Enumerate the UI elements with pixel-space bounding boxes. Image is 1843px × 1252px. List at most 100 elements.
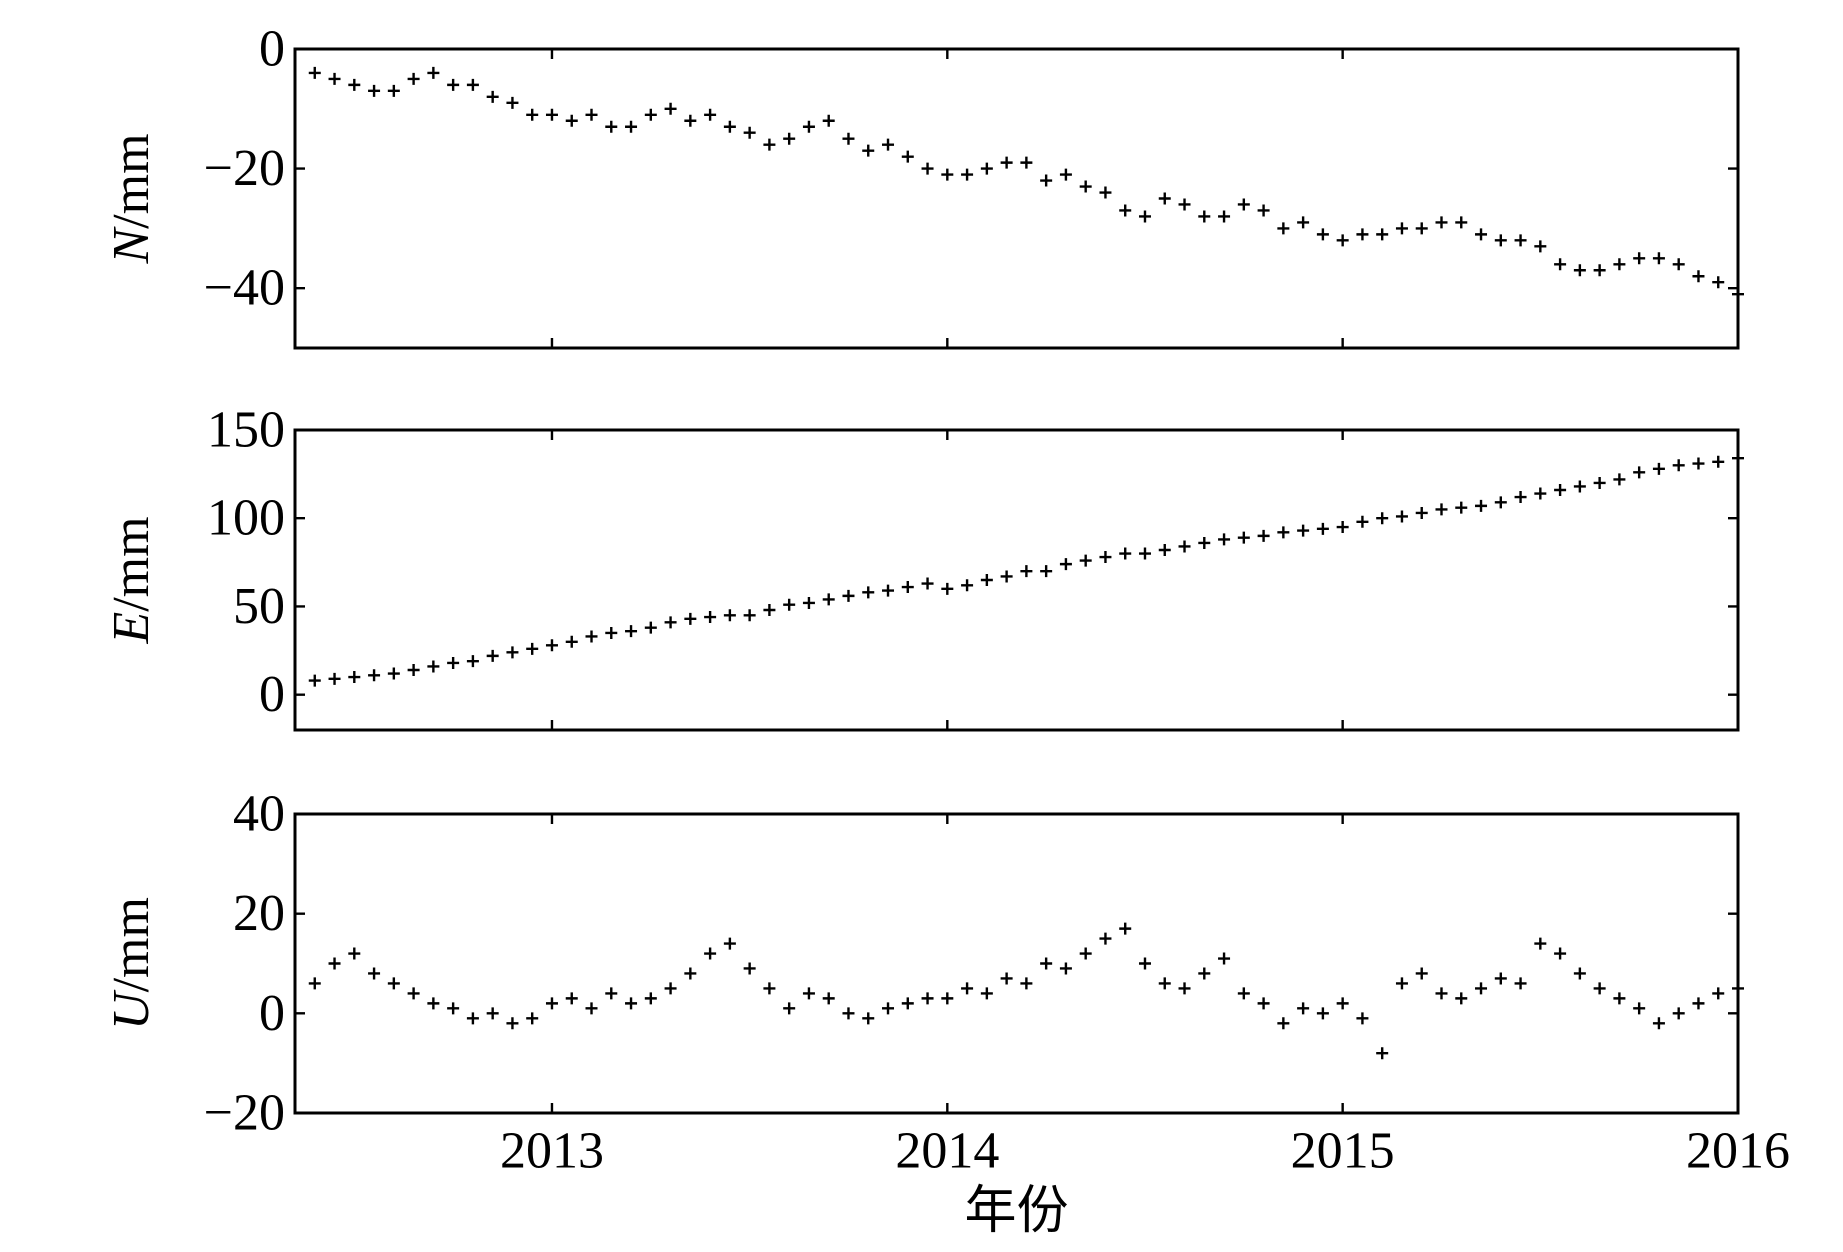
data-point [1475,982,1488,995]
y-tick-label: −20 [204,140,285,197]
data-point [783,132,796,145]
data-point [1554,258,1567,271]
x-tick-label: 2013 [500,1123,604,1180]
data-point [1652,462,1665,475]
data-point [625,997,638,1010]
data-point [526,642,539,655]
data-point [1178,982,1191,995]
data-point [1514,977,1527,990]
data-point [1356,1012,1369,1025]
data-point [407,72,420,85]
data-point [862,1012,875,1025]
data-point [1040,565,1053,578]
data-point [486,1007,499,1020]
data-point [1257,204,1270,217]
y-axis-unit: /mm [103,516,160,611]
data-point [625,120,638,133]
data-point [1475,499,1488,512]
data-point [1672,258,1685,271]
data-point [308,977,321,990]
data-point [1198,967,1211,980]
y-tick-label: 20 [233,885,285,942]
data-point [763,604,776,616]
data-point [1672,459,1685,472]
data-point [308,674,321,687]
data-point [447,1002,460,1015]
data-point [1573,967,1586,980]
data-point [308,66,321,79]
data-point [1158,192,1171,205]
data-point [1020,977,1033,990]
data-point [526,108,539,121]
data-point [1158,544,1171,556]
data-point [447,656,460,669]
data-point [763,982,776,995]
data-point [921,992,934,1005]
data-point [1356,515,1369,528]
data-point [1593,982,1606,995]
data-point [1415,222,1428,235]
data-point [1573,480,1586,493]
data-point [1652,252,1665,265]
data-point [1652,1017,1665,1030]
data-point [1692,457,1705,470]
data-point [1198,536,1211,549]
data-point [1099,551,1112,564]
data-point [1415,506,1428,519]
data-point [644,621,657,634]
data-point [1672,1007,1685,1020]
data-point [1158,977,1171,990]
data-point [882,1002,895,1015]
data-point [1316,1007,1329,1020]
data-point [387,667,400,680]
data-point [1613,473,1626,486]
data-point [1712,455,1725,468]
data-point [565,114,578,127]
data-point [1178,198,1191,211]
data-point [1633,466,1646,479]
data-point [961,168,974,181]
data-point [684,967,697,980]
data-point [1059,558,1072,571]
data-point [1455,216,1468,229]
data-point [1198,210,1211,223]
data-point [506,96,519,109]
data-point [1020,156,1033,169]
data-point [921,577,934,590]
data-point [1475,228,1488,241]
data-point [506,1017,519,1030]
data-point [1435,503,1448,516]
data-point [1494,234,1507,247]
data-point [704,947,717,960]
data-point [1712,987,1725,1000]
data-point [961,579,974,592]
data-point [1692,997,1705,1010]
data-point [1297,1002,1310,1015]
data-point [605,120,618,133]
data-point [842,1007,855,1020]
data-point [1099,186,1112,199]
data-point [1633,1002,1646,1015]
data-point [545,639,558,652]
data-point [941,168,954,181]
data-point [941,582,954,595]
data-point [1138,547,1151,560]
data-point [1040,174,1053,187]
data-point [565,635,578,648]
data-point [723,937,736,950]
data-point [901,150,914,163]
data-point [1415,967,1428,980]
data-point [901,581,914,594]
data-point [1395,510,1408,523]
data-point [1099,932,1112,945]
data-point [387,977,400,990]
data-point [783,598,796,611]
data-point [1040,957,1053,970]
data-point [882,584,895,597]
y-tick-label: 40 [233,786,285,843]
data-point [328,957,341,970]
data-point [368,967,381,980]
data-point [348,78,361,91]
data-point [862,144,875,157]
data-point [822,992,835,1005]
